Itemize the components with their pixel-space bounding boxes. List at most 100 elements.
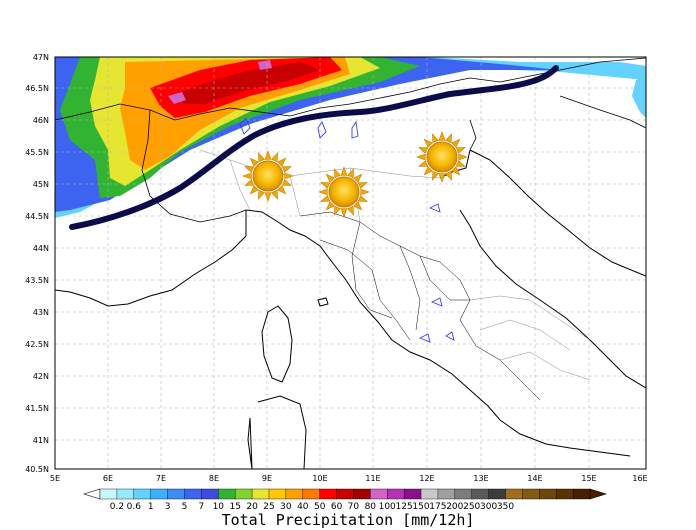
precip-core-magenta-1: [168, 92, 186, 104]
lat-label: 46N: [33, 116, 49, 125]
sun-ray: [353, 173, 363, 183]
lat-label: 47N: [33, 53, 49, 62]
colorbar-tick-label: 5: [182, 502, 188, 512]
colorbar-tick-label: 25: [263, 502, 274, 512]
precip-patch-east: [632, 74, 646, 118]
colorbar-tick-label: 100: [379, 502, 396, 512]
sun-ray: [458, 153, 468, 161]
lat-label: 42.5N: [25, 340, 49, 349]
sun-ray: [318, 188, 328, 196]
sun-ray: [264, 192, 272, 202]
colorbar-tick-label: 125: [396, 502, 413, 512]
map-frame: [54, 56, 647, 470]
sun-ray: [284, 172, 294, 180]
lat-label: 45.5N: [25, 148, 49, 157]
sun-ray: [423, 138, 433, 148]
sun-ray: [277, 185, 287, 195]
sun-ray: [451, 166, 461, 176]
colorbar-swatch: [387, 488, 405, 500]
colorbar-swatch: [201, 488, 219, 500]
precip-core-magenta-2: [258, 60, 272, 70]
colorbar-title: Total Precipitation [mm/12h]: [222, 511, 475, 529]
sun-disc: [426, 141, 458, 173]
colorbar-tick-label: 60: [331, 502, 343, 512]
weather-front-line: [69, 65, 559, 230]
colorbar-tick-label: 80: [365, 502, 377, 512]
colorbar-tick-label: 1: [148, 502, 154, 512]
colorbar-tick-label: 30: [280, 502, 292, 512]
lon-label: 5E: [50, 474, 60, 483]
colorbar-swatch: [370, 488, 388, 500]
colorbar-swatch: [522, 488, 540, 500]
colorbar-tick-label: 350: [497, 502, 514, 512]
lat-label: 46.5N: [25, 84, 49, 93]
lat-label: 44N: [33, 244, 49, 253]
colorbar-swatch: [285, 488, 304, 500]
colorbar-swatch: [539, 488, 557, 500]
sun-ray: [281, 166, 292, 173]
colorbar-swatch: [268, 488, 287, 500]
sun-ray: [357, 195, 368, 202]
sun-ray: [357, 182, 368, 189]
sun-ray: [445, 133, 452, 144]
colorbar-tick-label: 10: [213, 502, 225, 512]
sun-ray: [249, 185, 259, 195]
venice-coastline: [439, 149, 471, 179]
colorbar-swatch: [133, 488, 152, 500]
colorbar-swatch: [336, 488, 354, 500]
colorbar-tick-label: 0.6: [127, 502, 142, 512]
sun-ray: [438, 131, 446, 141]
corsica-outline: [261, 305, 293, 383]
sun-ray: [455, 160, 466, 167]
lon-label: 7E: [156, 474, 166, 483]
sun-ray: [451, 138, 461, 148]
sun-ray: [340, 208, 348, 218]
sun-ray: [445, 170, 452, 181]
colorbar-swatch: [505, 488, 523, 500]
sun-ray: [264, 150, 272, 160]
lat-label: 45N: [33, 180, 49, 189]
colorbar-swatch: [234, 488, 253, 500]
colorbar-under-arrow: [82, 488, 101, 500]
sun-ray: [271, 152, 278, 163]
sun-ray: [249, 157, 259, 167]
sun-icon: [416, 131, 468, 183]
lon-label: 16E: [632, 474, 647, 483]
sun-ray: [277, 157, 287, 167]
sun-ray: [334, 168, 341, 179]
sun-ray: [360, 188, 370, 196]
sun-ray: [340, 166, 348, 176]
sun-ray: [423, 166, 433, 176]
colorbar-swatch: [150, 488, 169, 500]
colorbar-tick-label: 150: [412, 502, 429, 512]
colorbar-swatch: [437, 488, 456, 500]
colorbar-over-arrow: [589, 488, 608, 500]
colorbar-swatch: [116, 488, 135, 500]
sun-icon: [242, 150, 294, 202]
lon-label: 12E: [419, 474, 434, 483]
colorbar-swatch: [99, 488, 118, 500]
colorbar-tick-label: 40: [297, 502, 309, 512]
lat-label: 43.5N: [25, 276, 49, 285]
precip-band-darkred: [175, 62, 320, 104]
lon-label: 10E: [312, 474, 327, 483]
colorbar-swatch: [319, 488, 338, 500]
sun-ray: [418, 147, 429, 154]
lat-label: 41.5N: [25, 404, 49, 413]
precipitation-field: [55, 57, 646, 469]
lon-label: 6E: [103, 474, 113, 483]
colorbar-tick-label: 200: [446, 502, 463, 512]
colorbar-swatch: [184, 488, 202, 500]
colorbar-swatch: [572, 488, 591, 500]
colorbar-labels: 0.2 0.6 1 3 5 7 10 15 20 25 30 40 50 60 70 80 100 125 150 1…: [110, 502, 515, 512]
sun-ray: [320, 182, 331, 189]
colorbar-swatch: [353, 488, 371, 500]
sun-ray: [281, 179, 292, 186]
sun-ray: [325, 201, 335, 211]
country-borders: [55, 57, 646, 223]
colorbar-swatch: [218, 488, 236, 500]
sun-ray: [325, 173, 335, 183]
sun-ray: [271, 189, 278, 200]
colorbar-tick-label: 7: [199, 502, 205, 512]
sun-ray: [334, 205, 341, 216]
